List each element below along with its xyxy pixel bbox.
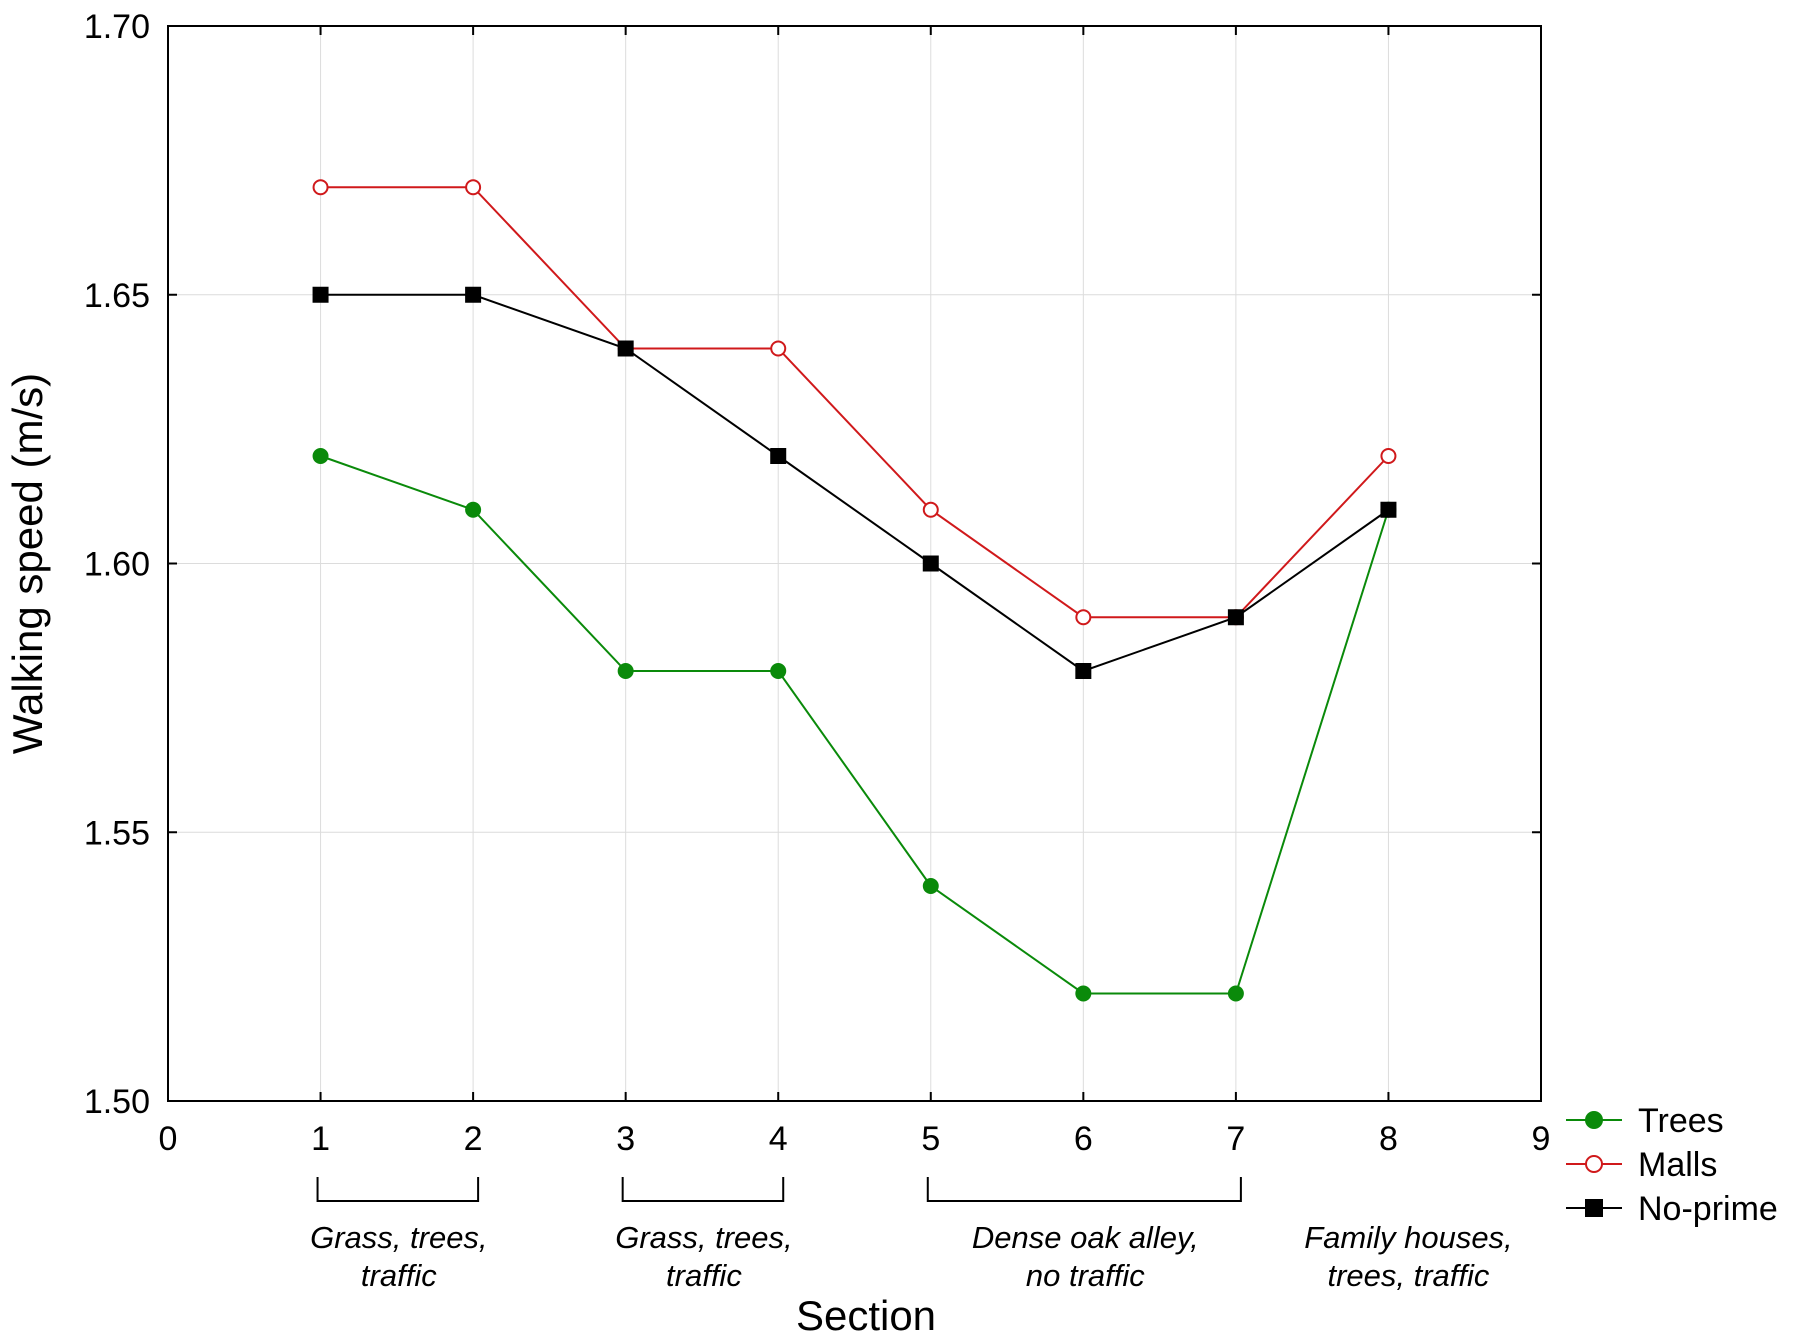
section-annotation: Dense oak alley,no traffic	[926, 1177, 1242, 1293]
legend-label-malls: Malls	[1638, 1146, 1717, 1184]
data-point-no-prime	[1227, 609, 1244, 626]
data-point-trees	[922, 878, 939, 894]
section-annotation-line: Grass, trees,	[310, 1220, 487, 1255]
x-tick-label: 1	[311, 1120, 330, 1158]
section-annotation-line: Dense oak alley,	[972, 1220, 1199, 1255]
data-point-no-prime	[312, 286, 329, 303]
x-tick-label: 9	[1532, 1120, 1551, 1158]
legend: Trees Malls No-prime	[1566, 1102, 1778, 1228]
data-point-trees	[770, 663, 787, 679]
x-tick-label: 2	[464, 1120, 483, 1158]
data-point-trees	[465, 501, 482, 518]
data-point-malls	[922, 501, 939, 518]
y-axis-title: Walking speed (m/s)	[4, 373, 51, 754]
series-line-malls	[320, 186, 1390, 619]
x-tick-label: 4	[769, 1120, 788, 1158]
y-tick-label: 1.50	[84, 1083, 150, 1121]
data-point-no-prime	[1380, 501, 1397, 518]
section-annotation-line: trees, traffic	[1327, 1258, 1489, 1293]
y-tick-label: 1.60	[84, 546, 150, 584]
y-tick-label: 1.65	[84, 277, 150, 315]
data-point-no-prime	[922, 555, 939, 572]
legend-label-no-prime: No-prime	[1638, 1190, 1778, 1228]
series-no-prime	[312, 286, 1397, 679]
section-bracket	[926, 1177, 1242, 1202]
data-point-no-prime	[465, 286, 482, 303]
data-point-malls	[465, 179, 482, 196]
data-point-trees	[312, 448, 329, 464]
x-tick-label: 5	[921, 1120, 940, 1158]
x-tick-label: 7	[1226, 1120, 1245, 1158]
section-bracket	[621, 1177, 785, 1202]
section-annotation-line: traffic	[361, 1258, 437, 1293]
x-tick-label: 0	[159, 1120, 178, 1158]
data-point-no-prime	[770, 448, 787, 464]
section-annotation: Grass, trees,traffic	[310, 1177, 488, 1293]
x-tick-label: 3	[616, 1120, 635, 1158]
x-axis-title: Section	[796, 1292, 936, 1336]
data-point-malls	[1075, 609, 1092, 626]
data-point-malls	[312, 179, 329, 196]
section-annotation-line: no traffic	[1026, 1258, 1145, 1293]
y-tick-label: 1.55	[84, 814, 150, 852]
data-point-trees	[617, 663, 634, 679]
axis-ticks: 0 1 2 3 4 5 6 7 8 9 1.50 1.55 1.60 1.65 1.70	[84, 8, 1551, 1158]
legend-marker-trees	[1585, 1111, 1603, 1129]
section-annotation-line: Grass, trees,	[615, 1220, 792, 1255]
section-annotation-line: Family houses,	[1304, 1220, 1512, 1255]
series-line-trees	[320, 455, 1390, 995]
section-annotation: Grass, trees,traffic	[615, 1177, 793, 1293]
x-tick-label: 8	[1379, 1120, 1398, 1158]
section-annotation-line: traffic	[666, 1258, 742, 1293]
section-bracket	[316, 1177, 480, 1202]
data-point-no-prime	[617, 340, 634, 357]
data-point-trees	[1075, 985, 1092, 1002]
legend-label-trees: Trees	[1638, 1102, 1724, 1140]
legend-marker-no-prime	[1585, 1199, 1603, 1217]
series-trees	[312, 448, 1397, 1002]
data-point-malls	[1380, 448, 1397, 464]
data-point-malls	[770, 340, 787, 357]
data-point-trees	[1227, 985, 1244, 1002]
series-layer	[312, 179, 1397, 1002]
x-tick-label: 6	[1074, 1120, 1093, 1158]
series-line-no-prime	[320, 293, 1390, 673]
y-tick-label: 1.70	[84, 8, 150, 46]
section-annotation: Family houses,trees, traffic	[1304, 1220, 1512, 1293]
data-point-no-prime	[1075, 663, 1092, 679]
legend-marker-malls	[1585, 1155, 1603, 1173]
series-malls	[312, 179, 1397, 626]
